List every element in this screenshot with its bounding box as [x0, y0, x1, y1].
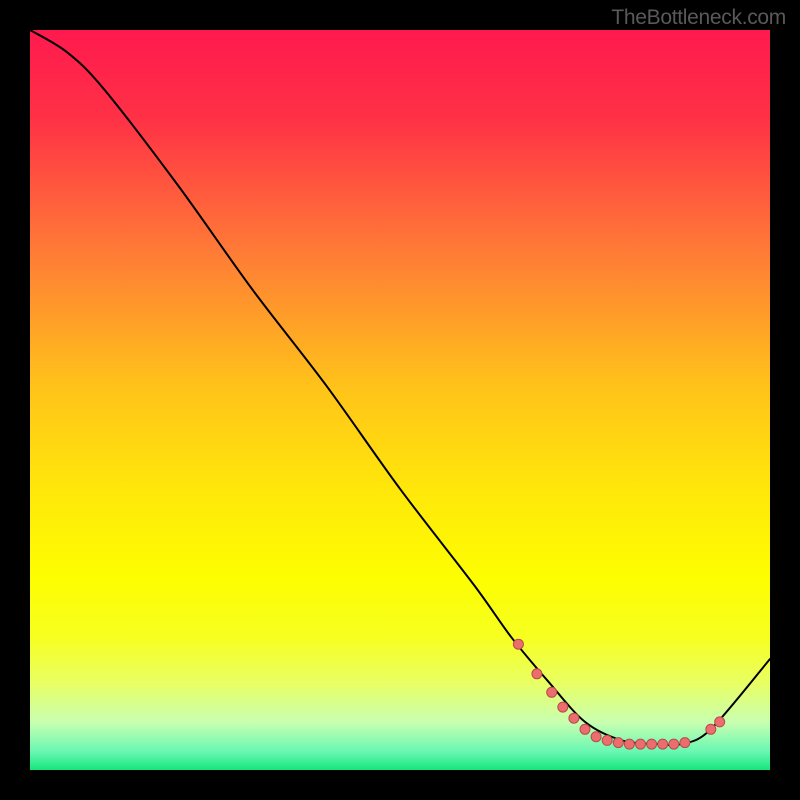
credit-text: TheBottleneck.com: [611, 6, 786, 30]
data-marker: [636, 739, 646, 749]
data-marker: [715, 717, 725, 727]
chart-background: [30, 30, 770, 770]
data-marker: [669, 739, 679, 749]
chart-container: [30, 30, 770, 770]
data-marker: [602, 735, 612, 745]
data-marker: [569, 713, 579, 723]
data-marker: [532, 669, 542, 679]
data-marker: [580, 724, 590, 734]
data-marker: [624, 739, 634, 749]
data-marker: [680, 738, 690, 748]
data-marker: [647, 739, 657, 749]
chart-svg: [30, 30, 770, 770]
data-marker: [547, 687, 557, 697]
data-marker: [513, 639, 523, 649]
data-marker: [591, 732, 601, 742]
data-marker: [658, 739, 668, 749]
data-marker: [558, 702, 568, 712]
data-marker: [613, 738, 623, 748]
data-marker: [706, 724, 716, 734]
